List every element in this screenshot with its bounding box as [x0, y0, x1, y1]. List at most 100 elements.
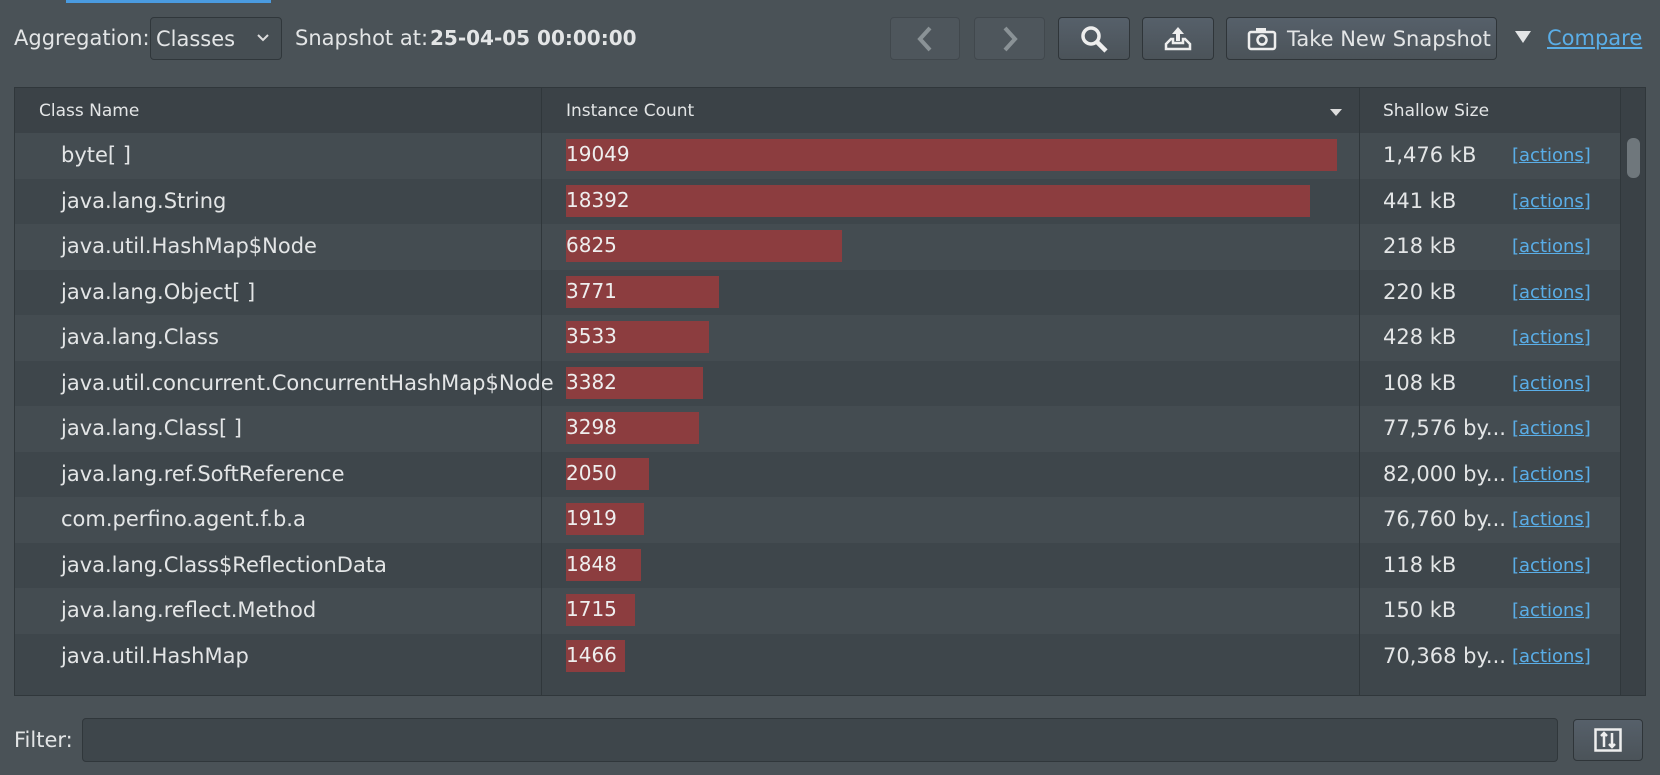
aggregation-dropdown[interactable]: Classes: [150, 17, 282, 60]
instance-count: 3298: [566, 415, 617, 439]
count-bar: [566, 503, 644, 535]
table-row[interactable]: java.lang.Object[ ] 3771 220 kB [actions]: [15, 269, 1621, 315]
shallow-size: 76,760 by...: [1383, 507, 1506, 531]
compare-toggle[interactable]: [1514, 30, 1532, 44]
instance-count: 1848: [566, 551, 617, 576]
count-bar: [566, 594, 636, 626]
shallow-size: 82,000 by...: [1383, 461, 1506, 486]
instance-count: 6825: [566, 233, 617, 257]
class-name: com.perfino.agent.f.b.a: [61, 507, 306, 531]
class-name: java.lang.Class$ReflectionData: [61, 552, 387, 577]
shallow-size: 220 kB: [1383, 279, 1457, 304]
actions-link[interactable]: [actions]: [1512, 145, 1591, 166]
class-name: java.util.concurrent.ConcurrentHashMap$N…: [61, 370, 554, 395]
instance-count: 2050: [566, 460, 617, 485]
aggregation-label: Aggregation:: [14, 26, 150, 50]
actions-link[interactable]: [actions]: [1512, 463, 1591, 485]
actions-link[interactable]: [actions]: [1512, 327, 1591, 348]
aggregation-value: Classes: [156, 27, 236, 51]
class-name: java.lang.String: [61, 188, 227, 213]
shallow-size: 428 kB: [1383, 325, 1457, 349]
filter-options-icon: [1594, 728, 1622, 752]
shallow-size: 70,368 by...: [1383, 643, 1506, 668]
table-row[interactable]: java.lang.String 18392 441 kB [actions]: [15, 178, 1621, 224]
filter-options-button[interactable]: [1573, 719, 1643, 761]
table-row[interactable]: java.lang.reflect.Method 1715 150 kB [actio…: [15, 588, 1621, 634]
actions-link[interactable]: [actions]: [1512, 600, 1591, 621]
count-bar: [566, 184, 1311, 217]
table-row[interactable]: java.lang.Class$ReflectionData 1848 118 kB…: [15, 542, 1621, 588]
filter-input[interactable]: [82, 718, 1558, 762]
count-bar: [566, 275, 719, 308]
filter-label: Filter:: [14, 728, 73, 752]
table-row[interactable]: java.util.HashMap$Node 6825 218 kB [actions…: [15, 224, 1621, 270]
forward-icon: [1003, 26, 1018, 51]
table-row[interactable]: java.util.HashMap 1466 70,368 by... [action…: [15, 633, 1621, 679]
camera-icon: [1247, 27, 1277, 50]
snapshot-label: Snapshot at:: [295, 26, 429, 50]
column-header[interactable]: Shallow Size: [1383, 101, 1490, 121]
class-name: java.lang.reflect.Method: [61, 598, 317, 622]
back-icon: [917, 26, 932, 51]
class-name: java.lang.ref.SoftReference: [61, 461, 345, 486]
table-row[interactable]: com.perfino.agent.f.b.a 1919 76,760 by... […: [15, 497, 1621, 543]
class-name: java.lang.Class[ ]: [61, 416, 243, 440]
table-row[interactable]: java.lang.Class 3533 428 kB [actions]: [15, 315, 1621, 361]
actions-link[interactable]: [actions]: [1512, 509, 1591, 530]
instance-count: 1466: [566, 642, 617, 667]
class-name: java.lang.Class: [61, 325, 219, 349]
column-separator: [1359, 88, 1360, 695]
count-bar: [566, 457, 649, 490]
search-icon: [1081, 25, 1108, 53]
take-snapshot-button[interactable]: Take New Snapshot: [1226, 17, 1497, 60]
class-name: byte[ ]: [61, 143, 131, 167]
dropdown-arrow: [257, 34, 269, 42]
compare-link[interactable]: Compare: [1547, 26, 1643, 50]
class-name: java.lang.Object[ ]: [61, 279, 256, 304]
column-header[interactable]: Instance Count: [566, 101, 695, 121]
actions-link[interactable]: [actions]: [1512, 236, 1591, 257]
column-header[interactable]: Class Name: [39, 101, 140, 121]
scrollbar[interactable]: [1620, 88, 1645, 695]
count-bar: [566, 230, 843, 262]
export-button[interactable]: [1142, 17, 1214, 60]
shallow-size: 77,576 by...: [1383, 416, 1506, 440]
class-table: Class Name Instance Count Shallow Size b…: [14, 87, 1646, 696]
column-separator: [541, 88, 542, 695]
back-button[interactable]: [890, 17, 960, 60]
class-name: java.util.HashMap$Node: [61, 234, 317, 258]
count-bar: [566, 412, 700, 444]
instance-count: 3533: [566, 324, 617, 348]
class-name: java.util.HashMap: [61, 643, 249, 668]
scroll-thumb[interactable]: [1627, 138, 1640, 178]
table-row[interactable]: java.lang.Class[ ] 3298 77,576 by... [actio…: [15, 406, 1621, 452]
actions-link[interactable]: [actions]: [1512, 554, 1591, 576]
actions-link[interactable]: [actions]: [1512, 190, 1591, 212]
count-bar: [566, 366, 703, 399]
active-tab-indicator: [66, 0, 271, 3]
count-bar: [566, 639, 626, 672]
count-bar: [566, 321, 709, 353]
shallow-size: 218 kB: [1383, 234, 1457, 258]
actions-link[interactable]: [actions]: [1512, 372, 1591, 394]
count-bar: [566, 139, 1337, 171]
table-row[interactable]: java.lang.ref.SoftReference 2050 82,000 by…: [15, 451, 1621, 497]
forward-button[interactable]: [974, 17, 1045, 60]
instance-count: 3382: [566, 369, 617, 394]
snapshot-value: 25-04-05 00:00:00: [430, 26, 637, 50]
shallow-size: 118 kB: [1383, 552, 1457, 577]
sort-indicator: [1330, 109, 1342, 116]
actions-link[interactable]: [actions]: [1512, 281, 1591, 303]
actions-link[interactable]: [actions]: [1512, 645, 1591, 667]
count-bar: [566, 548, 641, 581]
instance-count: 1919: [566, 506, 617, 530]
instance-count: 18392: [566, 187, 630, 212]
table-row[interactable]: java.util.concurrent.ConcurrentHashMap$N…: [15, 360, 1621, 406]
table-row[interactable]: byte[ ] 19049 1,476 kB [actions]: [15, 133, 1621, 179]
actions-link[interactable]: [actions]: [1512, 418, 1591, 439]
take-snapshot-label: Take New Snapshot: [1287, 26, 1491, 51]
shallow-size: 150 kB: [1383, 598, 1457, 622]
export-icon: [1164, 26, 1192, 50]
search-button[interactable]: [1058, 17, 1130, 60]
shallow-size: 108 kB: [1383, 370, 1457, 395]
